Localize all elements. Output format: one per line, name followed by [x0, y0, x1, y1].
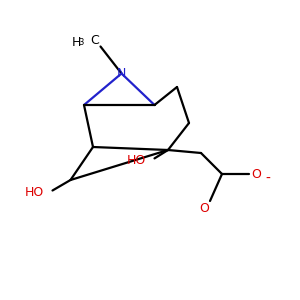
Text: -: - [265, 172, 270, 185]
Text: O: O [252, 167, 261, 181]
Text: N: N [117, 67, 126, 80]
Text: H: H [72, 35, 81, 49]
Text: HO: HO [25, 185, 44, 199]
Text: O: O [199, 202, 209, 215]
Text: HO: HO [127, 154, 146, 167]
Text: C: C [90, 34, 99, 47]
Text: 3: 3 [79, 38, 84, 46]
